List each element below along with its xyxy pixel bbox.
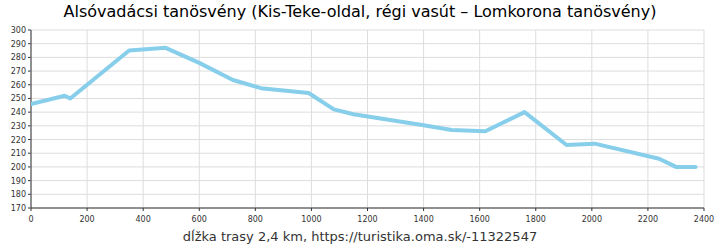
x-tick-label: 2200 [638,215,658,224]
plot-area [31,48,696,167]
x-tick-label: 800 [248,215,263,224]
x-grid-line [367,30,368,208]
x-grid-line [199,30,200,208]
x-grid-line [423,30,424,208]
y-tick-label: 250 [11,94,26,103]
x-grid-line [647,30,648,208]
x-tick-label: 1600 [469,215,489,224]
y-tick-label: 280 [11,53,26,62]
background [0,0,720,250]
x-axis [31,208,704,209]
y-tick-label: 240 [11,108,26,117]
x-grid-line [255,30,256,208]
y-tick-label: 180 [11,190,26,199]
y-tick-label: 290 [11,40,26,49]
x-tick-label: 400 [136,215,151,224]
x-tick-label: 600 [192,215,207,224]
title: Alsóvadácsi tanösvény (Kis-Teke-oldal, r… [64,2,657,21]
x-grid-line [479,30,480,208]
x-tick-label: 200 [79,215,94,224]
y-tick-label: 170 [11,204,26,213]
y-tick-label: 200 [11,163,26,172]
y-tick-label: 230 [11,122,26,131]
x-grid-line [704,30,705,208]
x-tick-label: 1800 [526,215,546,224]
x-grid-line [87,30,88,208]
x-tick-label: 1000 [301,215,321,224]
x-tick-label: 2400 [694,215,714,224]
x-grid-line [591,30,592,208]
x-tick-label: 0 [28,215,33,224]
y-tick-label: 190 [11,177,26,186]
x-tick-label: 1200 [357,215,377,224]
x-tick-label: 1400 [413,215,433,224]
chart: 170 180 190 200 210 220 230 240 250 260 270 280 290 3… [0,0,720,250]
y-tick-label: 210 [11,149,26,158]
y-axis [31,30,32,208]
x-axis-label: dĺžka trasy 2,4 km, https://turistika.om… [183,229,537,244]
elevation-line [31,48,696,167]
y-grid-line [31,208,704,209]
x-grid-line [31,30,32,208]
x-tick-label: 2000 [582,215,602,224]
y-tick-label: 270 [11,67,26,76]
x-grid-line [143,30,144,208]
x-grid-line [311,30,312,208]
y-tick-label: 220 [11,136,26,145]
y-tick-label: 300 [11,26,26,35]
y-tick-label: 260 [11,81,26,90]
